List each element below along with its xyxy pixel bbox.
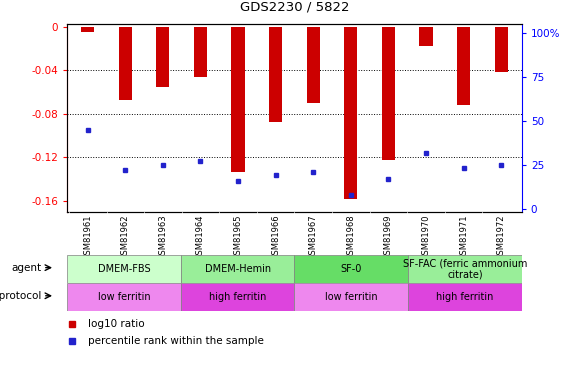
Bar xyxy=(408,255,522,283)
Text: growth protocol: growth protocol xyxy=(0,291,41,301)
Bar xyxy=(194,27,207,77)
Bar xyxy=(344,27,357,199)
Text: GSM81965: GSM81965 xyxy=(234,214,243,260)
Bar xyxy=(67,283,181,311)
Text: high ferritin: high ferritin xyxy=(209,292,266,302)
Bar xyxy=(181,283,294,311)
Bar xyxy=(67,255,181,283)
Bar xyxy=(231,27,245,171)
Bar xyxy=(181,255,294,283)
Text: GSM81971: GSM81971 xyxy=(459,214,468,260)
Text: GSM81961: GSM81961 xyxy=(83,214,92,260)
Bar xyxy=(294,283,408,311)
Text: low ferritin: low ferritin xyxy=(97,292,150,302)
Text: percentile rank within the sample: percentile rank within the sample xyxy=(87,336,264,346)
Bar xyxy=(156,27,170,87)
Text: DMEM-FBS: DMEM-FBS xyxy=(97,264,150,274)
Bar xyxy=(269,27,282,123)
Bar xyxy=(307,27,320,103)
Bar xyxy=(81,27,94,32)
Text: GSM81962: GSM81962 xyxy=(121,214,130,260)
Bar xyxy=(494,27,508,72)
Bar xyxy=(408,283,522,311)
Text: GSM81966: GSM81966 xyxy=(271,214,280,260)
Bar xyxy=(382,27,395,159)
Bar xyxy=(457,27,470,105)
Bar xyxy=(419,27,433,46)
Text: SF-FAC (ferric ammonium
citrate): SF-FAC (ferric ammonium citrate) xyxy=(403,258,527,280)
Text: GSM81964: GSM81964 xyxy=(196,214,205,260)
Text: GSM81970: GSM81970 xyxy=(422,214,430,260)
Bar xyxy=(294,255,408,283)
Text: agent: agent xyxy=(12,262,41,273)
Bar xyxy=(119,27,132,100)
Text: GSM81963: GSM81963 xyxy=(159,214,167,260)
Text: GSM81967: GSM81967 xyxy=(309,214,318,260)
Text: GSM81968: GSM81968 xyxy=(346,214,355,260)
Text: log10 ratio: log10 ratio xyxy=(87,320,144,330)
Text: GDS2230 / 5822: GDS2230 / 5822 xyxy=(240,0,349,13)
Text: DMEM-Hemin: DMEM-Hemin xyxy=(205,264,271,274)
Text: SF-0: SF-0 xyxy=(340,264,362,274)
Text: low ferritin: low ferritin xyxy=(325,292,378,302)
Text: high ferritin: high ferritin xyxy=(436,292,494,302)
Text: GSM81972: GSM81972 xyxy=(497,214,505,260)
Text: GSM81969: GSM81969 xyxy=(384,214,393,260)
